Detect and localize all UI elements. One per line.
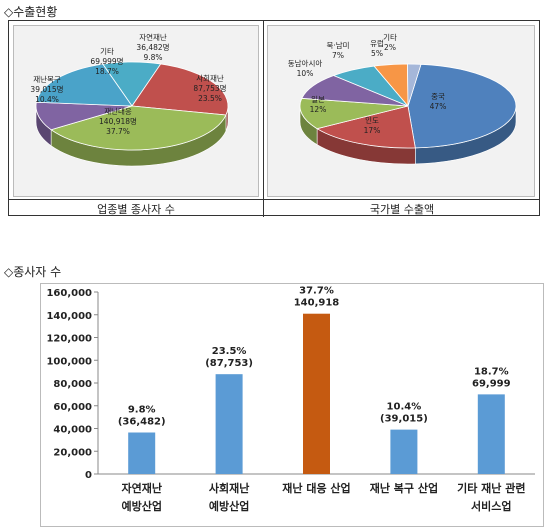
- pie-slice-label: 재난복구: [33, 75, 61, 84]
- bar: [303, 313, 330, 474]
- x-category-label: 재난 복구 산업: [370, 481, 438, 495]
- y-tick-label: 60,000: [53, 402, 92, 413]
- pie-slice: [131, 63, 229, 116]
- bar: [215, 374, 243, 474]
- export-section-title: ◇수출현황: [4, 5, 58, 19]
- x-category-label: 사회재난: [209, 481, 249, 495]
- bar-data-label: 37.7%: [299, 286, 334, 297]
- bar-data-label: 69,999: [472, 378, 511, 389]
- left-pie-caption: 업종별 종사자 수: [97, 203, 175, 216]
- pie-slice-label: 중국: [431, 92, 445, 101]
- y-tick-label: 20,000: [53, 447, 92, 458]
- y-tick-label: 120,000: [46, 334, 92, 345]
- bar-data-label: (36,482): [118, 417, 166, 428]
- pie-slice-label: 37.7%: [106, 127, 130, 136]
- pie-slice-label: 자연재난: [139, 33, 167, 42]
- employee-section-title: ◇종사자 수: [4, 265, 62, 279]
- bar: [128, 432, 156, 474]
- pie-slice-label: 북·남미: [326, 41, 349, 50]
- pie-slice-label: 17%: [364, 126, 381, 135]
- pie-slice-label: 140,918명: [99, 116, 137, 126]
- bar-data-label: 18.7%: [474, 366, 509, 377]
- bar-panel: 0 20,000 40,000 60,000 80,000 100,000 120,000 1…: [40, 283, 544, 527]
- y-tick-label: 40,000: [53, 425, 92, 436]
- x-category-label: 예방산업: [209, 499, 249, 513]
- right-pie-caption: 국가별 수출액: [369, 203, 435, 216]
- pie-slice-label: 기타: [383, 33, 397, 42]
- bar-data-label: (87,753): [205, 358, 253, 369]
- y-tick-label: 0: [85, 470, 92, 481]
- pie-slice-label: 39,015명: [30, 84, 63, 94]
- left-pie-chart-box: 자연재난 36,482명 9.8% 사회재난 87,753명 23.5% 재난대응 140,9…: [13, 25, 259, 197]
- pie-slice-label: 재난대응: [104, 107, 132, 116]
- pie-slice-label: 9.8%: [143, 53, 162, 62]
- pie-slice-label: 5%: [371, 49, 383, 58]
- pie-slice-label: 12%: [310, 105, 327, 114]
- y-tick-label: 140,000: [46, 311, 92, 322]
- x-category-label: 기타 재난 관련: [457, 481, 525, 495]
- pie-slice-label: 일본: [311, 95, 325, 104]
- pie-slice-label: 인도: [365, 115, 379, 125]
- x-category-label: 재난 대응 산업: [282, 481, 350, 495]
- pie-panel: 자연재난 36,482명 9.8% 사회재난 87,753명 23.5% 재난대응 140,9…: [8, 20, 540, 217]
- bar-data-label: 140,918: [294, 298, 340, 309]
- pie-slice-label: 10.4%: [35, 95, 59, 104]
- pie-slice-label: 36,482명: [136, 42, 169, 52]
- pie-slice-label: 기타: [100, 47, 114, 56]
- pie-slice-label: 사회재난: [196, 74, 224, 83]
- pie-slice: [316, 105, 416, 149]
- bar-data-label: (39,015): [380, 414, 428, 425]
- y-tick-label: 160,000: [46, 288, 92, 299]
- pie-slice: [299, 97, 409, 130]
- pie-slice-label: 69,999명: [90, 56, 123, 66]
- x-category-label: 예방산업: [121, 499, 161, 513]
- bar-data-label: 10.4%: [387, 402, 422, 413]
- y-tick-label: 80,000: [53, 379, 92, 390]
- pie-slice: [35, 63, 133, 107]
- pie-slice-label: 7%: [332, 51, 344, 60]
- pie-caption-rule: [9, 199, 539, 200]
- pie-slice-label: 10%: [297, 69, 314, 78]
- bar-data-label: 23.5%: [212, 346, 247, 357]
- pie-slice-label: 18.7%: [95, 67, 119, 76]
- x-category-label: 자연재난: [121, 481, 161, 495]
- x-category-label: 서비스업: [471, 499, 511, 513]
- pie-panel-divider: [263, 21, 264, 217]
- right-pie-chart-box: 중국 47% 인도 17% 일본 12% 동남아시아 10% 북·남미 7% 유럽 5% 기타 2%: [267, 25, 535, 197]
- employee-bar-chart: 0 20,000 40,000 60,000 80,000 100,000 120,000 1…: [46, 286, 535, 513]
- pie-slice: [407, 63, 517, 149]
- pie-slice-label: 2%: [384, 43, 396, 52]
- pie-slice-label: 87,753명: [193, 83, 226, 93]
- bar: [477, 394, 505, 474]
- pie-slice-label: 유럽: [370, 39, 384, 48]
- pie-slice-label: 동남아시아: [288, 58, 323, 68]
- pie-slice-label: 23.5%: [198, 94, 222, 103]
- bar: [390, 429, 418, 474]
- bar-data-label: 9.8%: [128, 405, 156, 416]
- pie-slice: [407, 63, 422, 107]
- y-tick-label: 100,000: [46, 356, 92, 367]
- pie-slice-label: 47%: [430, 102, 447, 111]
